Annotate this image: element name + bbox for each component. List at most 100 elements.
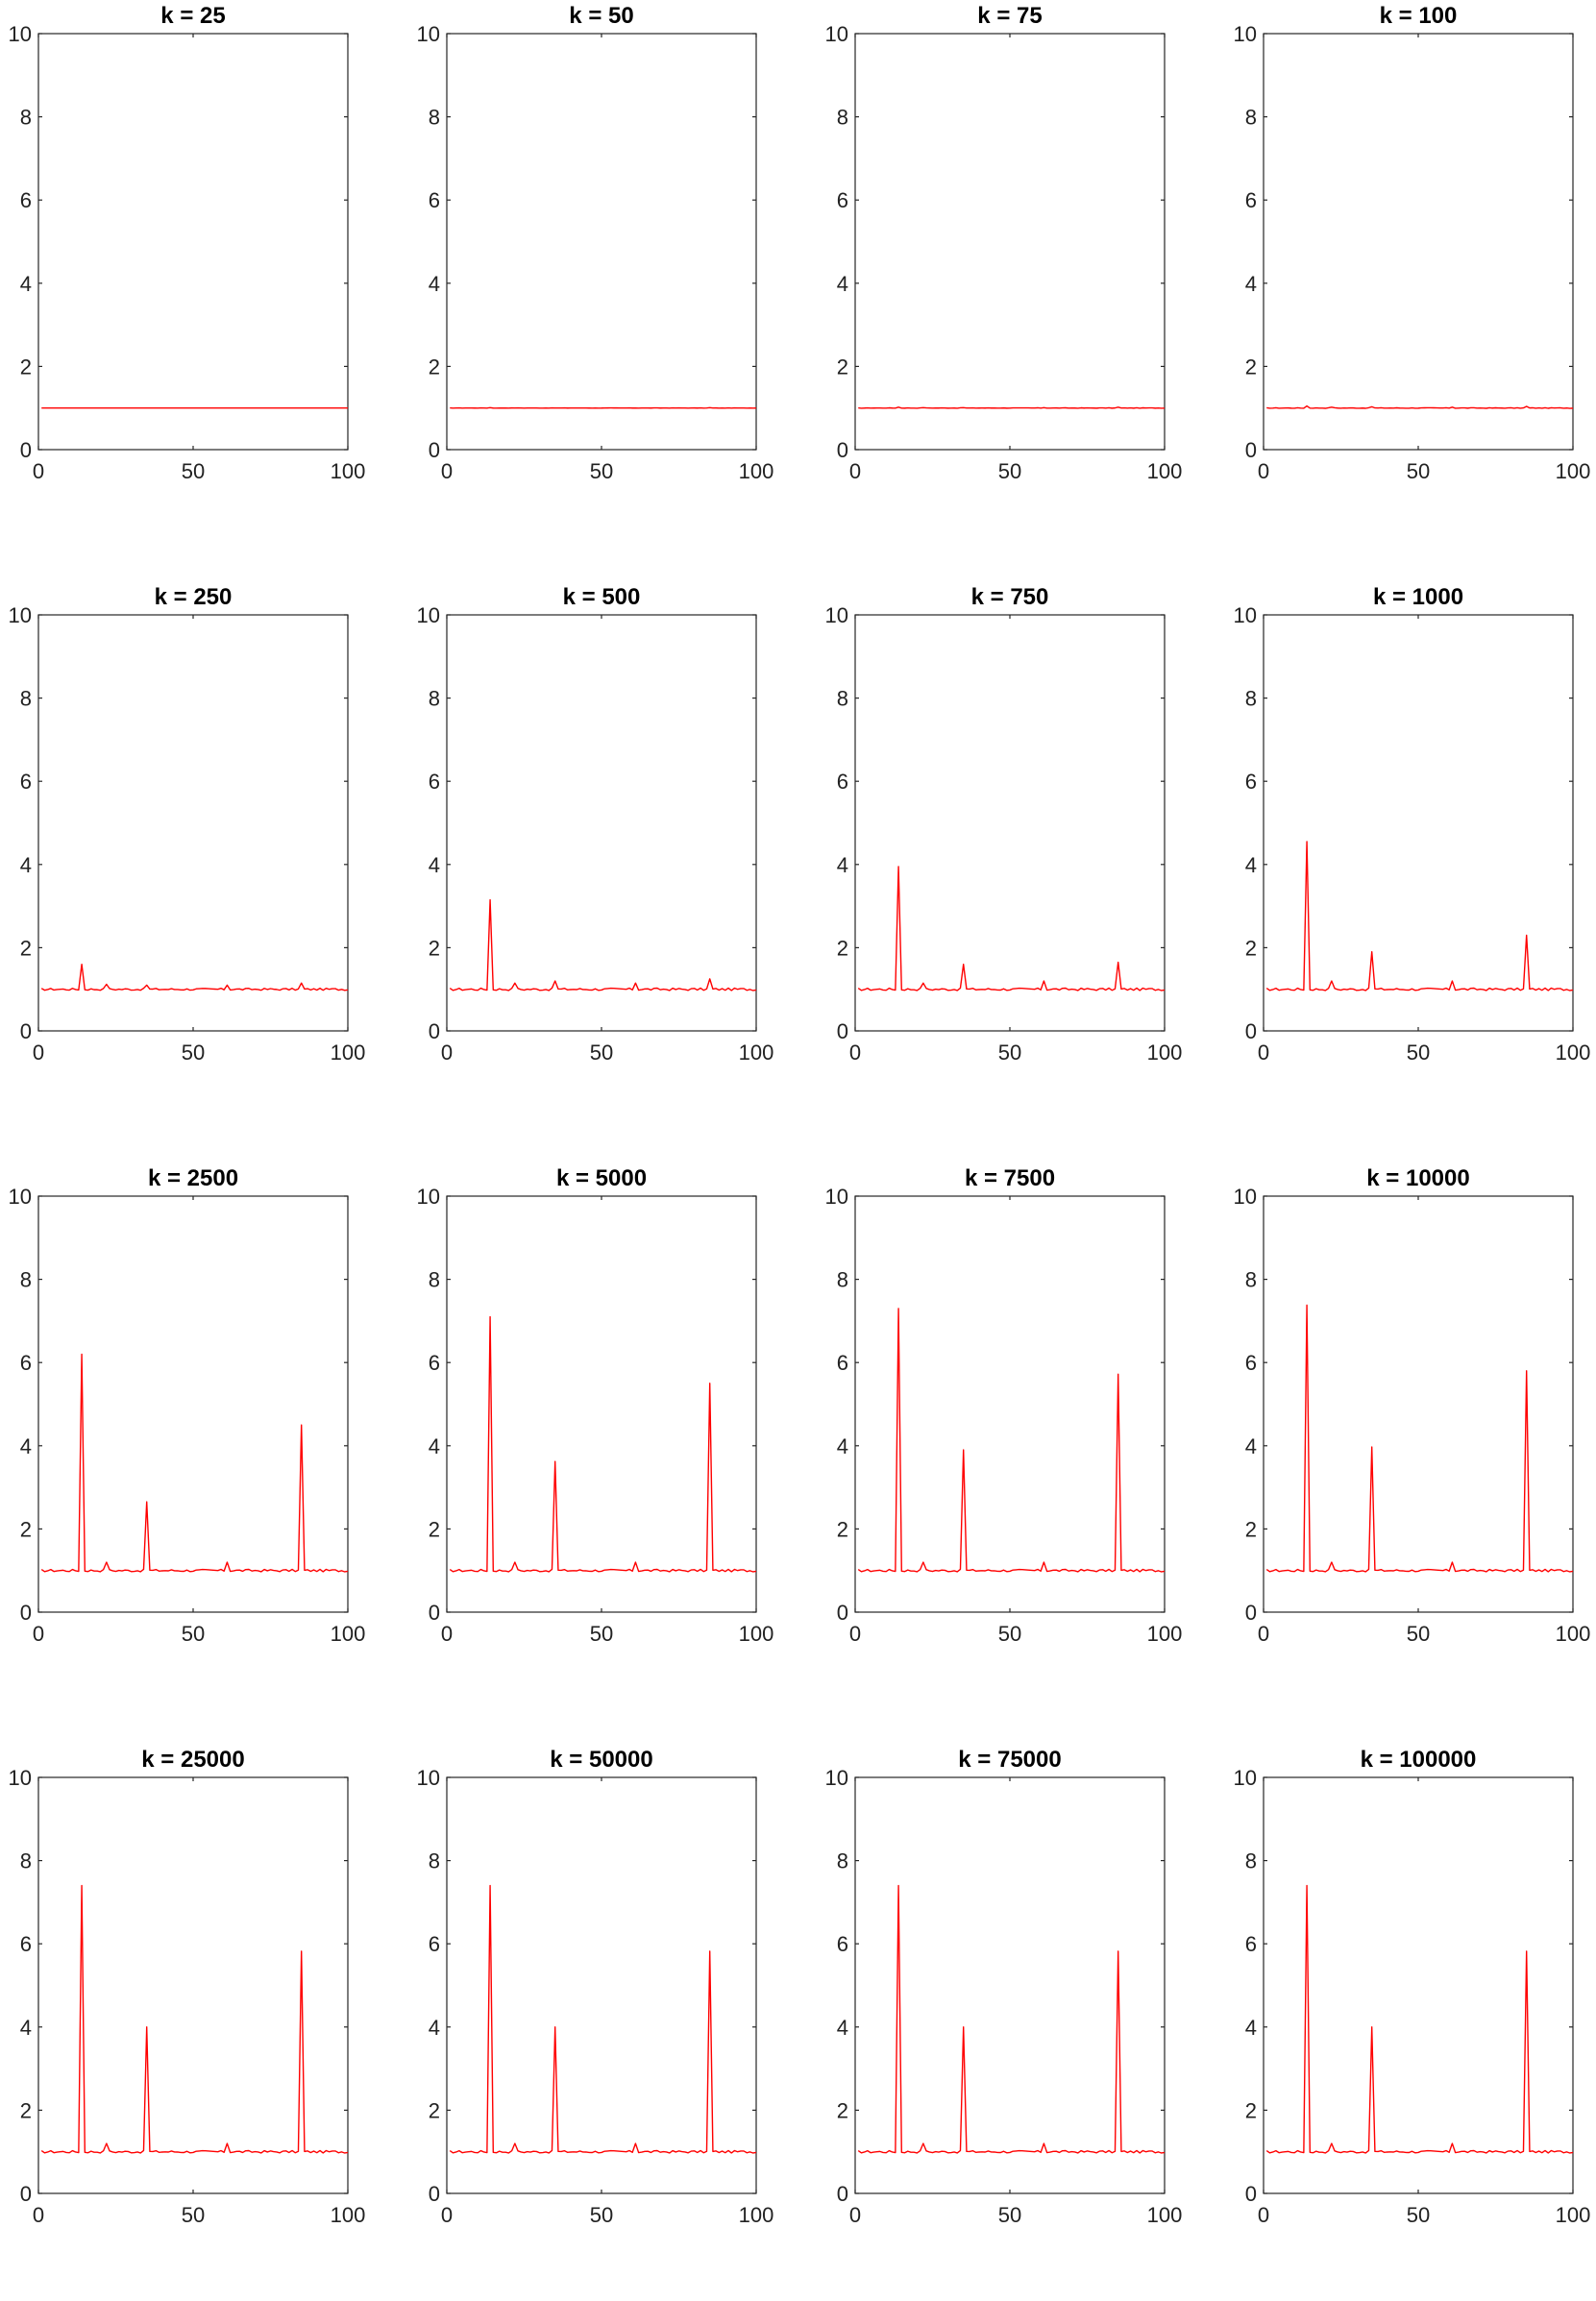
x-tick-label: 50 bbox=[998, 2203, 1021, 2227]
x-tick-label: 0 bbox=[441, 2203, 453, 2227]
subplot-1: k = 25 0 2 4 6 8 10 0 50 100 bbox=[0, 0, 404, 557]
x-tick-label: 0 bbox=[33, 1040, 44, 1065]
y-tick-label: 0 bbox=[837, 1601, 848, 1625]
subplot-title: k = 7500 bbox=[965, 1165, 1055, 1191]
y-tick-label: 4 bbox=[837, 1434, 848, 1458]
y-tick-label: 8 bbox=[837, 687, 848, 711]
subplot-title: k = 100 bbox=[1380, 3, 1458, 29]
y-tick-label: 10 bbox=[1234, 1766, 1257, 1790]
y-tick-label: 2 bbox=[837, 355, 848, 379]
y-tick-label: 4 bbox=[429, 853, 440, 877]
subplot-title: k = 500 bbox=[563, 584, 641, 610]
y-tick-label: 2 bbox=[837, 936, 848, 960]
y-tick-label: 6 bbox=[837, 1351, 848, 1375]
subplot-7: k = 750 0 2 4 6 8 10 0 50 100 bbox=[817, 581, 1220, 1138]
y-tick-label: 4 bbox=[1245, 1434, 1257, 1458]
y-tick-label: 2 bbox=[1245, 355, 1257, 379]
y-tick-label: 6 bbox=[429, 1932, 440, 1956]
x-tick-label: 50 bbox=[590, 459, 613, 483]
x-tick-label: 50 bbox=[1407, 459, 1430, 483]
x-tick-label: 50 bbox=[1407, 1622, 1430, 1646]
y-tick-label: 10 bbox=[9, 1766, 32, 1790]
y-tick-label: 2 bbox=[837, 1517, 848, 1541]
x-tick-label: 50 bbox=[182, 2203, 205, 2227]
subplot-10: k = 5000 0 2 4 6 8 10 0 50 100 bbox=[408, 1163, 812, 1720]
subplot-9: k = 2500 0 2 4 6 8 10 0 50 100 bbox=[0, 1163, 404, 1720]
x-tick-label: 100 bbox=[1147, 459, 1183, 483]
subplot-4: k = 100 0 2 4 6 8 10 0 50 100 bbox=[1225, 0, 1596, 557]
x-tick-label: 100 bbox=[739, 459, 774, 483]
y-tick-label: 2 bbox=[429, 2098, 440, 2122]
x-tick-label: 0 bbox=[33, 459, 44, 483]
series-line bbox=[858, 406, 1166, 409]
y-tick-label: 2 bbox=[1245, 1517, 1257, 1541]
y-tick-label: 6 bbox=[429, 188, 440, 212]
y-tick-label: 2 bbox=[837, 2098, 848, 2122]
y-tick-label: 10 bbox=[417, 22, 440, 46]
y-tick-label: 0 bbox=[429, 1019, 440, 1043]
x-tick-label: 100 bbox=[1556, 2203, 1591, 2227]
y-tick-label: 8 bbox=[837, 106, 848, 130]
y-tick-label: 8 bbox=[429, 1268, 440, 1292]
subplot-6: k = 500 0 2 4 6 8 10 0 50 100 bbox=[408, 581, 812, 1138]
y-tick-label: 4 bbox=[429, 2016, 440, 2040]
y-tick-label: 8 bbox=[1245, 1849, 1257, 1873]
x-tick-label: 100 bbox=[1147, 1622, 1183, 1646]
x-tick-label: 100 bbox=[1147, 2203, 1183, 2227]
y-tick-label: 6 bbox=[837, 188, 848, 212]
series-line bbox=[40, 1353, 349, 1573]
x-tick-label: 0 bbox=[1258, 1040, 1269, 1065]
y-tick-label: 4 bbox=[20, 2016, 32, 2040]
axes-frame bbox=[37, 33, 349, 451]
x-tick-label: 50 bbox=[1407, 1040, 1430, 1065]
y-tick-label: 6 bbox=[1245, 1351, 1257, 1375]
y-tick-label: 0 bbox=[1245, 438, 1257, 462]
y-tick-label: 8 bbox=[20, 1268, 32, 1292]
subplot-3: k = 75 0 2 4 6 8 10 0 50 100 bbox=[817, 0, 1220, 557]
y-tick-label: 8 bbox=[837, 1849, 848, 1873]
small-multiples-grid: k = 25 0 2 4 6 8 10 0 50 100 k = 50 0 2 4 6 8 10 0 50 100 k … bbox=[0, 0, 1596, 2227]
y-tick-label: 2 bbox=[429, 1517, 440, 1541]
x-tick-label: 0 bbox=[33, 1622, 44, 1646]
y-tick-label: 10 bbox=[825, 1185, 848, 1209]
y-tick-label: 0 bbox=[429, 1601, 440, 1625]
y-tick-label: 4 bbox=[20, 1434, 32, 1458]
y-tick-label: 6 bbox=[1245, 770, 1257, 794]
y-tick-label: 6 bbox=[429, 770, 440, 794]
y-tick-label: 6 bbox=[20, 188, 32, 212]
y-tick-label: 6 bbox=[1245, 188, 1257, 212]
y-tick-label: 2 bbox=[1245, 2098, 1257, 2122]
subplot-title: k = 25000 bbox=[141, 1747, 244, 1773]
y-tick-label: 8 bbox=[1245, 1268, 1257, 1292]
y-tick-label: 0 bbox=[837, 2182, 848, 2206]
y-tick-label: 0 bbox=[429, 438, 440, 462]
subplot-12: k = 10000 0 2 4 6 8 10 0 50 100 bbox=[1225, 1163, 1596, 1720]
y-tick-label: 10 bbox=[1234, 603, 1257, 627]
series-line bbox=[449, 1315, 757, 1573]
x-tick-label: 100 bbox=[739, 1622, 774, 1646]
series-line bbox=[1265, 841, 1574, 991]
x-tick-label: 100 bbox=[1147, 1040, 1183, 1065]
axes-frame bbox=[446, 614, 757, 1032]
y-tick-label: 8 bbox=[20, 106, 32, 130]
y-tick-label: 6 bbox=[20, 1351, 32, 1375]
y-tick-label: 0 bbox=[20, 1019, 32, 1043]
y-tick-label: 4 bbox=[837, 272, 848, 296]
y-tick-label: 0 bbox=[837, 1019, 848, 1043]
x-tick-label: 100 bbox=[1556, 1040, 1591, 1065]
y-tick-label: 4 bbox=[837, 853, 848, 877]
x-tick-label: 100 bbox=[739, 1040, 774, 1065]
y-tick-label: 8 bbox=[837, 1268, 848, 1292]
subplot-title: k = 50000 bbox=[550, 1747, 652, 1773]
x-tick-label: 0 bbox=[441, 459, 453, 483]
subplot-title: k = 250 bbox=[155, 584, 233, 610]
series-line bbox=[1265, 1884, 1574, 2154]
y-tick-label: 6 bbox=[837, 770, 848, 794]
x-tick-label: 50 bbox=[998, 1622, 1021, 1646]
